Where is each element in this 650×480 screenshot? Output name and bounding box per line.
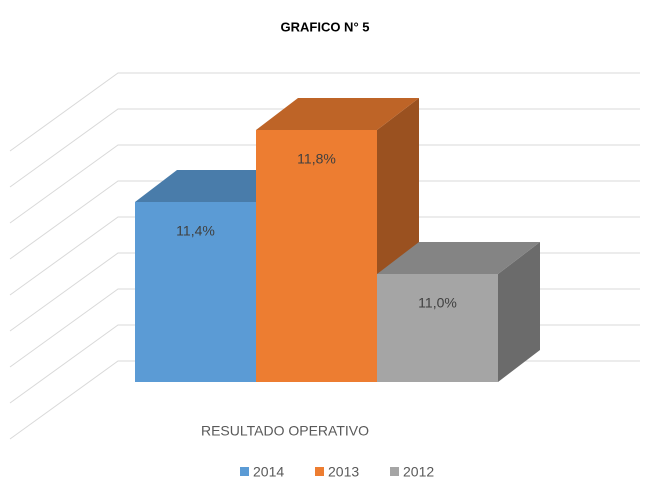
grid-line xyxy=(9,108,640,188)
bar-top xyxy=(377,242,540,274)
grid-line xyxy=(9,180,640,260)
legend-label: 2014 xyxy=(253,464,284,480)
legend-swatch xyxy=(390,467,399,476)
bar-top xyxy=(256,98,419,130)
data-label: 11,8% xyxy=(297,151,336,167)
grid-line xyxy=(9,216,640,296)
grid-line xyxy=(9,144,640,224)
data-label: 11,0% xyxy=(418,295,457,311)
bar xyxy=(256,130,377,382)
legend-swatch xyxy=(240,467,249,476)
chart-title: GRAFICO N° 5 xyxy=(281,19,370,34)
x-tick-label: RESULTADO OPERATIVO xyxy=(201,423,369,439)
bar xyxy=(135,202,256,382)
legend-label: 2012 xyxy=(403,464,434,480)
bar xyxy=(377,274,498,382)
legend-label: 2013 xyxy=(328,464,359,480)
bar-side xyxy=(498,242,540,382)
legend-swatch xyxy=(315,467,324,476)
data-label: 11,4% xyxy=(176,223,215,239)
grid-line xyxy=(9,72,640,152)
